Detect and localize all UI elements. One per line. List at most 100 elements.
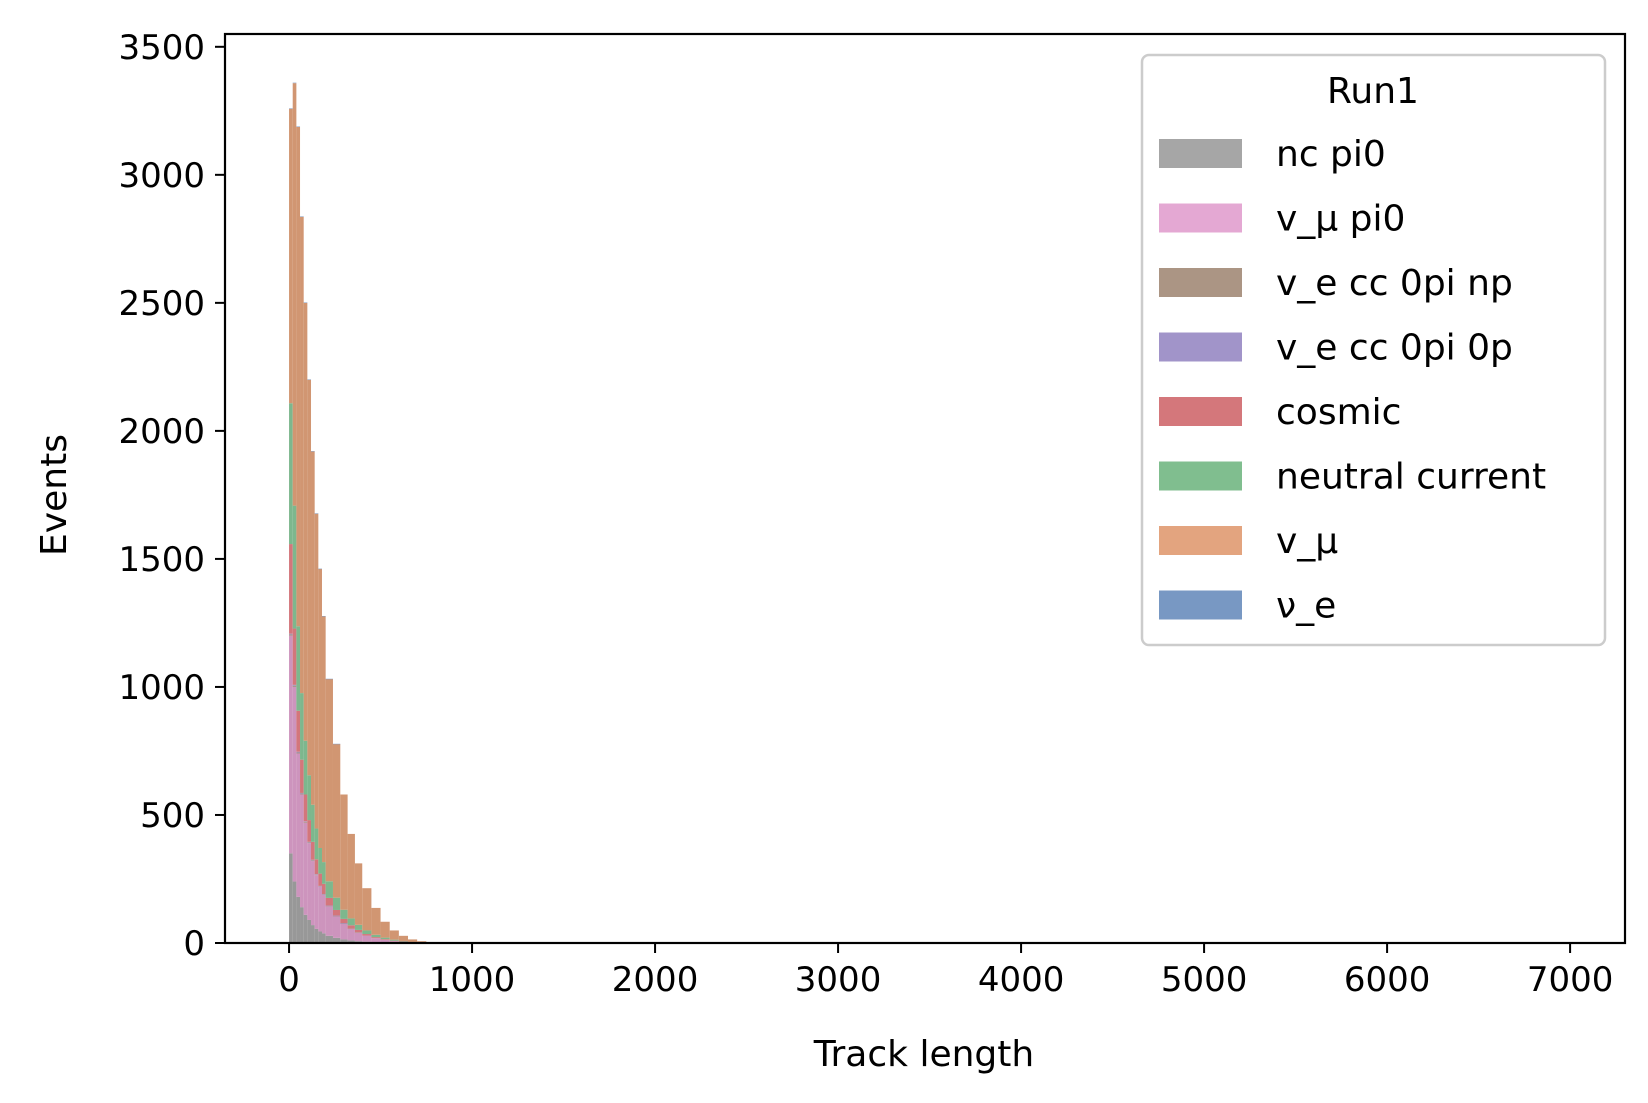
bar (318, 931, 322, 943)
bar (347, 833, 355, 919)
bar (300, 216, 304, 217)
legend-swatch (1159, 268, 1242, 297)
bar (289, 403, 293, 545)
bar (296, 753, 301, 897)
bar (362, 888, 372, 931)
bar (296, 126, 301, 127)
bar (362, 934, 372, 936)
plot-frame (223, 32, 1627, 945)
legend-label: v_e cc 0pi np (1276, 263, 1513, 304)
bar (303, 821, 308, 823)
y-tick-label: 1000 (118, 668, 205, 708)
bar (325, 905, 333, 907)
axes: 0 1000 2000 3000 4000 5000 6000 7000 0 500 1000 150… (118, 28, 1627, 1000)
bar (340, 923, 348, 924)
bar (332, 937, 341, 943)
bar (340, 939, 348, 943)
legend-entries: nc pi0 v_μ pi0 v_e cc 0pi np v_e cc 0pi 0p c… (1159, 134, 1546, 627)
bar (408, 939, 418, 942)
bar (303, 821, 308, 822)
bar (389, 930, 399, 940)
bar (340, 909, 348, 919)
bar (292, 686, 297, 882)
bar (292, 83, 297, 506)
bar (347, 918, 355, 926)
bar (318, 873, 322, 886)
legend-label: v_μ pi0 (1276, 199, 1405, 240)
bar (296, 126, 301, 627)
bar (311, 451, 315, 805)
series-v-e-cc-0pi-0p (289, 633, 348, 924)
stacked-bars (289, 82, 436, 944)
y-tick-label: 3000 (118, 156, 205, 196)
bar (289, 108, 293, 404)
bar (296, 752, 301, 754)
bar (303, 302, 308, 303)
bar (311, 859, 315, 861)
legend: Run1 nc pi0 v_μ pi0 v_e cc 0pi np v_e cc 0p… (1140, 53, 1607, 647)
bar (362, 935, 372, 942)
bar (289, 635, 293, 854)
bar (303, 914, 308, 943)
bar (300, 793, 304, 795)
bar (321, 894, 326, 895)
bar (332, 743, 341, 745)
bar (307, 843, 312, 920)
series-v-pi0 (289, 635, 427, 944)
legend-swatch (1159, 397, 1242, 426)
legend-swatch (1159, 332, 1242, 362)
x-tick-label: 3000 (795, 960, 882, 1000)
bar (300, 759, 304, 793)
bar (325, 905, 333, 907)
bar (325, 679, 333, 882)
x-tick-label: 0 (278, 960, 300, 1000)
bar (371, 937, 381, 939)
bar (318, 568, 322, 570)
bar (300, 794, 304, 908)
bar (314, 874, 319, 876)
bar (332, 744, 341, 898)
legend-title: Run1 (1327, 71, 1419, 112)
legend-swatch (1159, 139, 1242, 168)
bar (321, 894, 326, 895)
bar (398, 941, 409, 942)
bar (311, 451, 315, 452)
bar (340, 794, 348, 910)
bar (318, 886, 322, 887)
bar (321, 616, 326, 617)
bar (296, 896, 301, 943)
bar (321, 883, 326, 895)
bar (340, 923, 348, 940)
bar (314, 875, 319, 929)
bar (371, 938, 381, 943)
y-tick-label: 3500 (118, 28, 205, 68)
bar (289, 853, 293, 943)
series-cosmic (289, 544, 418, 943)
bar (347, 940, 355, 943)
legend-label: nc pi0 (1276, 134, 1386, 175)
bar (307, 775, 312, 821)
bar (354, 929, 363, 933)
bar (292, 505, 297, 629)
bar (332, 915, 341, 917)
y-tick-label: 1500 (118, 540, 205, 580)
bar (354, 863, 363, 925)
x-tick-label: 2000 (612, 960, 699, 1000)
legend-label: ν_e (1276, 586, 1336, 627)
legend-swatch (1159, 461, 1242, 491)
bar (321, 616, 326, 863)
bar (311, 861, 315, 926)
bar (380, 937, 390, 940)
bar (325, 678, 333, 680)
x-tick-label: 1000 (429, 960, 516, 1000)
bar (303, 794, 308, 822)
legend-label: v_μ (1276, 521, 1338, 562)
bar (321, 933, 326, 943)
bar (354, 924, 363, 930)
bar (311, 804, 315, 842)
bar (325, 906, 333, 936)
series--e (289, 82, 341, 745)
bar (325, 897, 333, 906)
